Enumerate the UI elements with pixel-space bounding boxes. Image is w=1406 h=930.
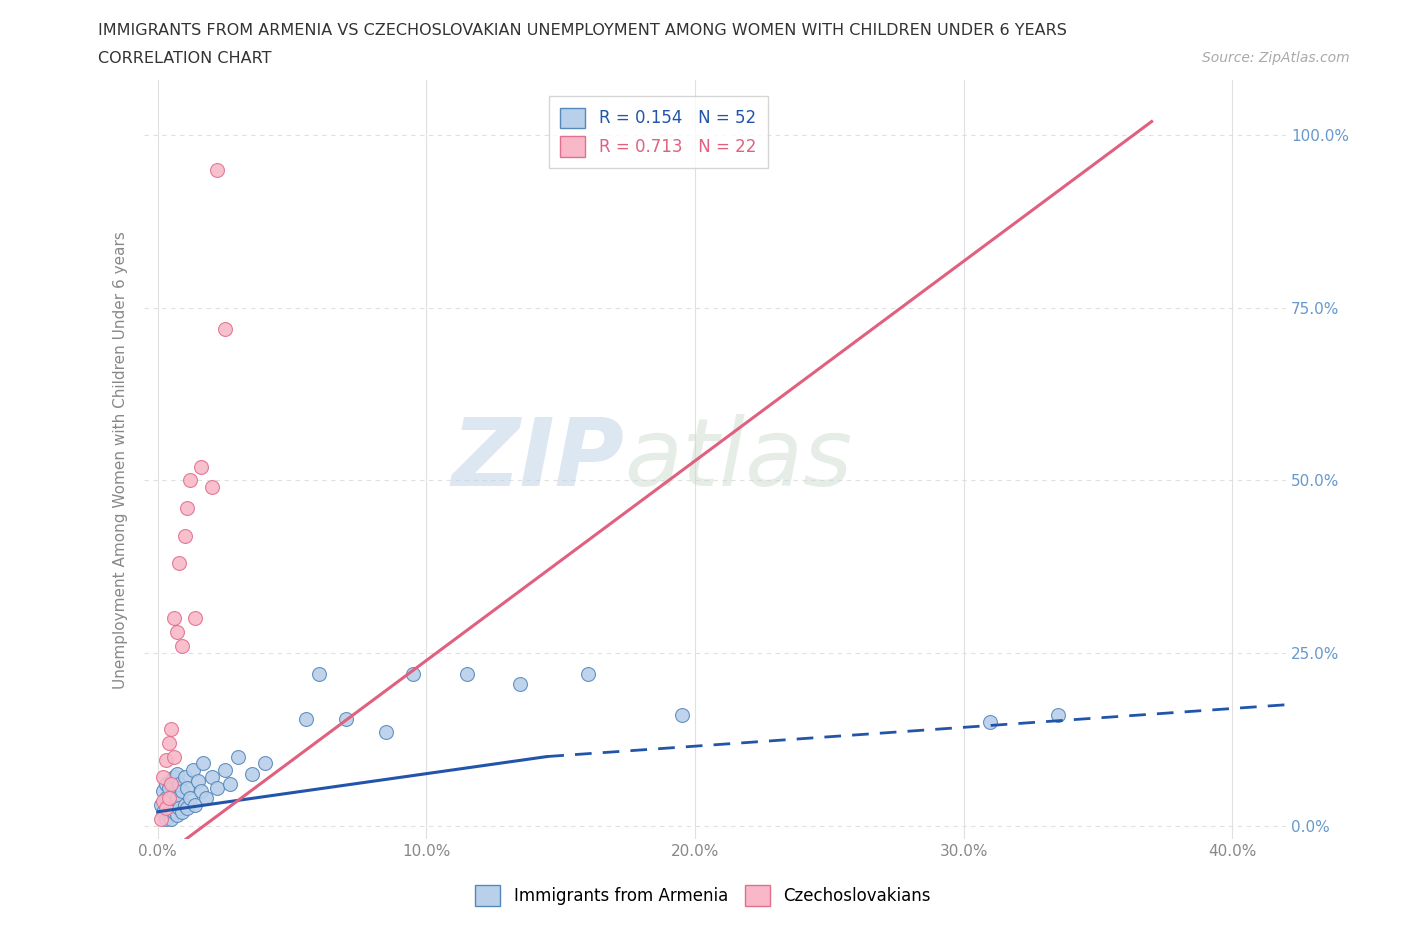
Point bbox=[152, 770, 174, 785]
Point bbox=[176, 780, 198, 795]
Point bbox=[166, 766, 188, 781]
Point bbox=[294, 711, 316, 726]
Point bbox=[152, 794, 174, 809]
Point bbox=[160, 773, 183, 788]
Point bbox=[179, 473, 201, 488]
Point bbox=[155, 752, 177, 767]
Point bbox=[152, 784, 174, 799]
Point bbox=[160, 790, 183, 805]
Point bbox=[170, 804, 193, 819]
Point bbox=[160, 722, 183, 737]
Point bbox=[157, 804, 180, 819]
Point bbox=[456, 666, 478, 681]
Point bbox=[184, 611, 207, 626]
Point bbox=[170, 639, 193, 654]
Point bbox=[157, 780, 180, 795]
Point bbox=[163, 787, 186, 802]
Point bbox=[170, 784, 193, 799]
Point bbox=[166, 625, 188, 640]
Point bbox=[160, 777, 183, 791]
Point bbox=[187, 773, 209, 788]
Y-axis label: Unemployment Among Women with Children Under 6 years: Unemployment Among Women with Children U… bbox=[114, 231, 128, 688]
Point bbox=[205, 780, 228, 795]
Point bbox=[1046, 708, 1069, 723]
Point bbox=[157, 790, 180, 805]
Point bbox=[190, 459, 212, 474]
Point bbox=[308, 666, 330, 681]
Point bbox=[169, 777, 191, 791]
Point bbox=[169, 801, 191, 816]
Point bbox=[254, 756, 277, 771]
Point bbox=[205, 163, 228, 178]
Point bbox=[160, 811, 183, 826]
Point bbox=[157, 736, 180, 751]
Legend: Immigrants from Armenia, Czechoslovakians: Immigrants from Armenia, Czechoslovakian… bbox=[468, 879, 938, 912]
Point bbox=[200, 480, 222, 495]
Point bbox=[214, 321, 236, 336]
Point bbox=[375, 724, 398, 739]
Point bbox=[176, 500, 198, 515]
Point bbox=[179, 790, 201, 805]
Point bbox=[166, 808, 188, 823]
Point bbox=[176, 801, 198, 816]
Point bbox=[155, 790, 177, 805]
Point bbox=[155, 777, 177, 791]
Point bbox=[149, 811, 172, 826]
Point bbox=[155, 811, 177, 826]
Point bbox=[184, 797, 207, 812]
Point bbox=[671, 708, 693, 723]
Point bbox=[152, 804, 174, 819]
Point bbox=[163, 770, 186, 785]
Point bbox=[200, 770, 222, 785]
Point bbox=[163, 611, 186, 626]
Point bbox=[149, 797, 172, 812]
Point bbox=[160, 801, 183, 816]
Point bbox=[214, 763, 236, 777]
Text: IMMIGRANTS FROM ARMENIA VS CZECHOSLOVAKIAN UNEMPLOYMENT AMONG WOMEN WITH CHILDRE: IMMIGRANTS FROM ARMENIA VS CZECHOSLOVAKI… bbox=[98, 23, 1067, 38]
Point bbox=[173, 797, 195, 812]
Point bbox=[195, 790, 218, 805]
Text: CORRELATION CHART: CORRELATION CHART bbox=[98, 51, 271, 66]
Point bbox=[979, 714, 1001, 729]
Point bbox=[163, 749, 186, 764]
Point bbox=[509, 677, 531, 692]
Point bbox=[402, 666, 425, 681]
Point bbox=[335, 711, 357, 726]
Point bbox=[181, 763, 204, 777]
Point bbox=[173, 770, 195, 785]
Point bbox=[155, 801, 177, 816]
Point bbox=[190, 784, 212, 799]
Point bbox=[219, 777, 242, 791]
Point bbox=[193, 756, 215, 771]
Point bbox=[173, 528, 195, 543]
Point bbox=[576, 666, 599, 681]
Point bbox=[169, 556, 191, 571]
Point bbox=[163, 804, 186, 819]
Text: Source: ZipAtlas.com: Source: ZipAtlas.com bbox=[1202, 51, 1350, 65]
Point bbox=[228, 749, 250, 764]
Point bbox=[166, 790, 188, 805]
Point bbox=[157, 794, 180, 809]
Text: atlas: atlas bbox=[624, 414, 852, 505]
Legend: R = 0.154   N = 52, R = 0.713   N = 22: R = 0.154 N = 52, R = 0.713 N = 22 bbox=[548, 96, 768, 168]
Text: ZIP: ZIP bbox=[451, 414, 624, 506]
Point bbox=[240, 766, 263, 781]
